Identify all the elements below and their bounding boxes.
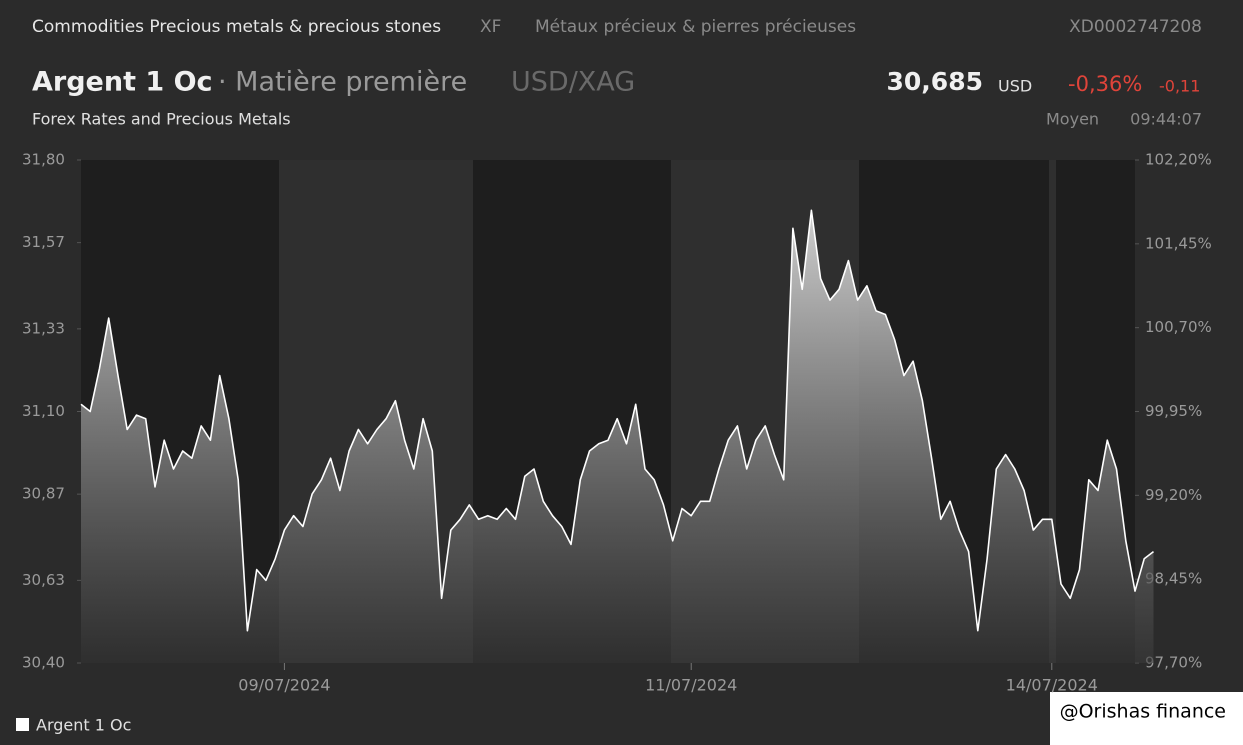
watermark: @Orishas finance (1060, 701, 1226, 723)
breadcrumb: Commodities Precious metals & precious s… (32, 17, 441, 37)
price-type: Moyen (1046, 110, 1099, 129)
legend-label: Argent 1 Oc (36, 716, 131, 735)
y2-tick-label: 100,70% (1145, 318, 1212, 336)
source: Forex Rates and Precious Metals (32, 110, 291, 129)
line (80, 209, 1154, 632)
y2-tick-label: 102,20% (1145, 151, 1212, 169)
y-tick-label: 31,80 (22, 151, 65, 169)
name-fr: Métaux précieux & pierres précieuses (535, 17, 856, 37)
watermark-box (1050, 692, 1243, 745)
y-tick-label: 30,87 (22, 485, 65, 503)
pair: USD/XAG (511, 67, 635, 98)
y-tick-label: 30,40 (22, 654, 65, 672)
currency: USD (998, 77, 1032, 96)
x-tick-label: 09/07/2024 (238, 676, 330, 695)
legend-swatch (16, 718, 29, 731)
x-tick-label: 11/07/2024 (645, 676, 737, 695)
time: 09:44:07 (1130, 110, 1202, 129)
day-band (1049, 160, 1056, 663)
isin: XD0002747208 (1069, 17, 1202, 37)
kind: · Matière première (218, 67, 467, 98)
area (81, 210, 1154, 664)
y2-tick-label: 101,45% (1145, 234, 1212, 252)
y-tick-label: 31,10 (22, 402, 65, 420)
exchange: XF (480, 17, 501, 37)
price: 30,685 (887, 67, 983, 96)
y2-tick-label: 99,20% (1145, 486, 1202, 504)
y-tick-label: 30,63 (22, 571, 65, 589)
y-tick-label: 31,57 (22, 233, 65, 251)
y2-tick-label: 97,70% (1145, 654, 1202, 672)
title: Argent 1 Oc (32, 67, 213, 98)
y2-tick-label: 98,45% (1145, 570, 1202, 588)
y2-tick-label: 99,95% (1145, 402, 1202, 420)
change-pct: -0,36% (1068, 72, 1142, 96)
y-tick-label: 31,33 (22, 319, 65, 337)
change: -0,11 (1159, 77, 1200, 96)
x-tick-label: 14/07/2024 (1006, 676, 1098, 695)
